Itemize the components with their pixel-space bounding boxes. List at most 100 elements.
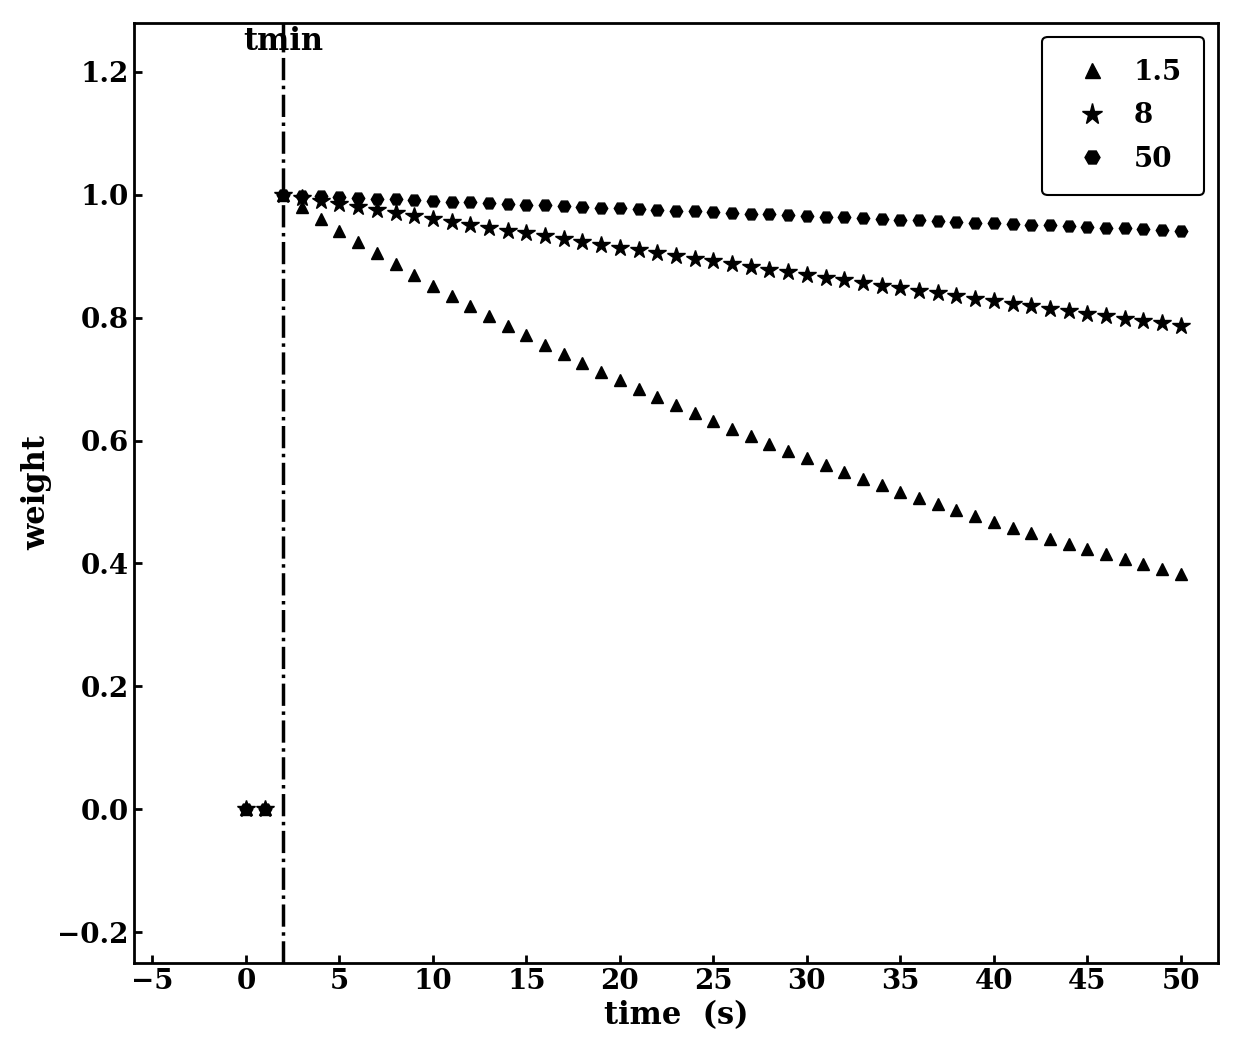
50 bbox=[313, 190, 328, 203]
1.5 bbox=[351, 236, 366, 248]
1.5 bbox=[818, 459, 833, 471]
50 bbox=[444, 196, 458, 208]
8 bbox=[1118, 312, 1132, 325]
1.5 bbox=[893, 485, 908, 498]
8 bbox=[332, 198, 347, 210]
8 bbox=[501, 224, 515, 237]
Line: 50: 50 bbox=[278, 188, 1187, 237]
50 bbox=[762, 208, 777, 221]
8 bbox=[1155, 317, 1170, 329]
8 bbox=[295, 191, 310, 204]
50 bbox=[351, 191, 366, 204]
8 bbox=[836, 274, 851, 286]
8 bbox=[1136, 315, 1151, 327]
8 bbox=[649, 247, 664, 260]
50 bbox=[332, 190, 347, 203]
1.5 bbox=[1099, 548, 1114, 561]
8 bbox=[1099, 309, 1114, 322]
8 bbox=[575, 236, 590, 248]
8 bbox=[538, 230, 553, 243]
1.5 bbox=[444, 289, 458, 302]
8 bbox=[631, 244, 646, 257]
1.5 bbox=[463, 300, 478, 312]
1.5 bbox=[406, 268, 421, 281]
50 bbox=[482, 197, 497, 209]
50 bbox=[649, 204, 664, 217]
1.5 bbox=[1118, 553, 1132, 566]
1.5 bbox=[369, 247, 384, 260]
1.5 bbox=[669, 399, 684, 411]
50 bbox=[406, 194, 421, 206]
1.5 bbox=[276, 188, 291, 201]
50 bbox=[1042, 219, 1057, 231]
8 bbox=[425, 213, 440, 225]
1.5 bbox=[1080, 543, 1095, 555]
1.5 bbox=[519, 329, 534, 342]
50 bbox=[836, 211, 851, 224]
50 bbox=[875, 213, 890, 225]
1.5 bbox=[1005, 521, 1020, 533]
1.5 bbox=[332, 224, 347, 237]
50 bbox=[968, 217, 983, 229]
1.5 bbox=[986, 515, 1001, 528]
Line: 8: 8 bbox=[274, 186, 1189, 335]
Legend: 1.5, 8, 50: 1.5, 8, 50 bbox=[1042, 37, 1204, 196]
1.5 bbox=[612, 375, 627, 387]
1.5 bbox=[968, 510, 983, 523]
1.5 bbox=[1042, 532, 1057, 545]
50 bbox=[463, 196, 478, 208]
50 bbox=[501, 198, 515, 210]
50 bbox=[930, 215, 945, 227]
50 bbox=[669, 204, 684, 217]
8 bbox=[388, 206, 403, 219]
1.5 bbox=[706, 414, 721, 427]
50 bbox=[425, 195, 440, 207]
8 bbox=[912, 284, 927, 297]
50 bbox=[781, 209, 795, 222]
8 bbox=[799, 268, 814, 281]
8 bbox=[351, 201, 366, 214]
8 bbox=[482, 221, 497, 234]
50 bbox=[1173, 224, 1188, 237]
8 bbox=[855, 277, 870, 289]
50 bbox=[986, 217, 1001, 229]
8 bbox=[930, 287, 945, 300]
50 bbox=[912, 214, 927, 226]
8 bbox=[556, 232, 571, 245]
8 bbox=[743, 261, 758, 274]
8 bbox=[1173, 320, 1188, 332]
50 bbox=[743, 207, 758, 220]
Line: 1.5: 1.5 bbox=[278, 188, 1187, 580]
1.5 bbox=[593, 365, 608, 378]
1.5 bbox=[1023, 527, 1038, 540]
8 bbox=[1023, 300, 1038, 312]
X-axis label: time  (s): time (s) bbox=[603, 1000, 748, 1031]
1.5 bbox=[538, 339, 553, 351]
50 bbox=[725, 206, 740, 219]
50 bbox=[276, 188, 291, 201]
50 bbox=[818, 210, 833, 223]
50 bbox=[1155, 223, 1170, 236]
8 bbox=[968, 292, 983, 305]
1.5 bbox=[501, 320, 515, 332]
50 bbox=[1005, 218, 1020, 230]
1.5 bbox=[388, 258, 403, 270]
8 bbox=[706, 256, 721, 268]
50 bbox=[612, 202, 627, 215]
8 bbox=[463, 219, 478, 231]
50 bbox=[1136, 223, 1151, 236]
1.5 bbox=[688, 407, 703, 420]
8 bbox=[276, 188, 291, 201]
8 bbox=[1061, 305, 1075, 318]
8 bbox=[593, 239, 608, 251]
1.5 bbox=[949, 504, 964, 517]
8 bbox=[725, 258, 740, 270]
1.5 bbox=[743, 430, 758, 443]
8 bbox=[1005, 298, 1020, 310]
8 bbox=[1080, 307, 1095, 320]
1.5 bbox=[1136, 558, 1151, 570]
1.5 bbox=[1155, 563, 1170, 575]
1.5 bbox=[295, 201, 310, 214]
1.5 bbox=[1173, 568, 1188, 581]
50 bbox=[949, 216, 964, 228]
